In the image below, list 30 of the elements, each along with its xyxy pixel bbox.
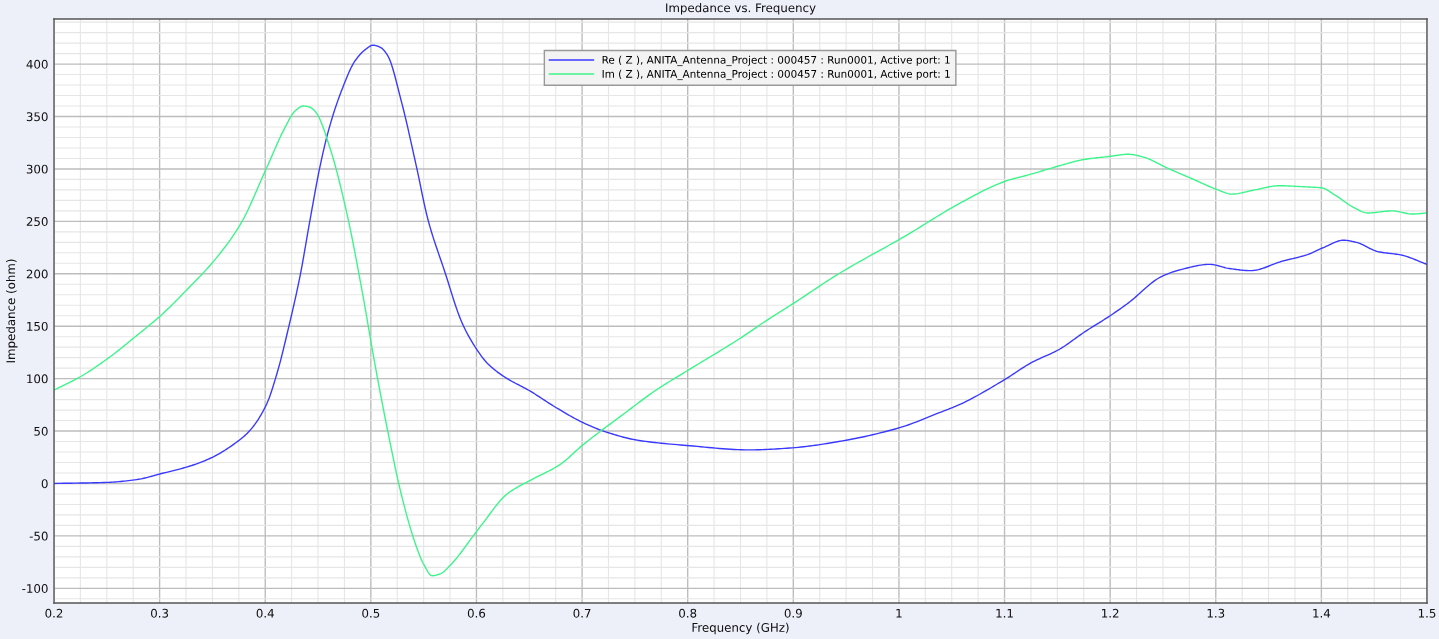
legend-label: Im ( Z ), ANITA_Antenna_Project : 000457 : Run0001, Active port: 1 [602, 69, 950, 81]
x-tick-label: 0.4 [256, 608, 274, 618]
x-tick-label: 1.1 [996, 608, 1013, 618]
x-tick-label: 0.7 [573, 608, 591, 618]
x-tick-label: 0.3 [151, 608, 169, 618]
y-axis-title: Impedance (ohm) [6, 259, 18, 363]
y-tick-label: 0 [41, 479, 48, 489]
x-tick-label: 1.4 [1313, 608, 1331, 618]
y-tick-label: 150 [27, 321, 48, 331]
x-tick-label: 1.5 [1418, 608, 1436, 618]
x-tick-label: 0.5 [362, 608, 380, 618]
y-tick-label: -100 [22, 584, 48, 593]
chart-title: Impedance vs. Frequency [666, 3, 816, 15]
x-axis-title: Frequency (GHz) [692, 622, 789, 635]
x-tick-label: 1 [896, 608, 902, 618]
y-tick-label: -50 [29, 531, 48, 541]
x-tick-label: 1.2 [1102, 608, 1119, 618]
y-tick-label: 350 [26, 112, 48, 122]
y-tick-label: 250 [26, 217, 48, 227]
y-tick-label: 50 [34, 426, 48, 436]
y-tick-label: 400 [26, 59, 48, 69]
y-tick-label: 100 [27, 374, 48, 384]
x-tick-label: 1.3 [1207, 608, 1225, 618]
y-tick-label: 200 [26, 269, 48, 279]
x-tick-label: 0.2 [45, 608, 63, 618]
y-tick-label: 300 [26, 164, 48, 174]
x-tick-label: 0.8 [679, 608, 697, 618]
x-tick-label: 0.6 [467, 608, 486, 618]
x-tick-label: 0.9 [784, 608, 802, 618]
legend-label: Re ( Z ), ANITA_Antenna_Project : 000457 : Run0001, Active port: 1 [602, 55, 950, 67]
